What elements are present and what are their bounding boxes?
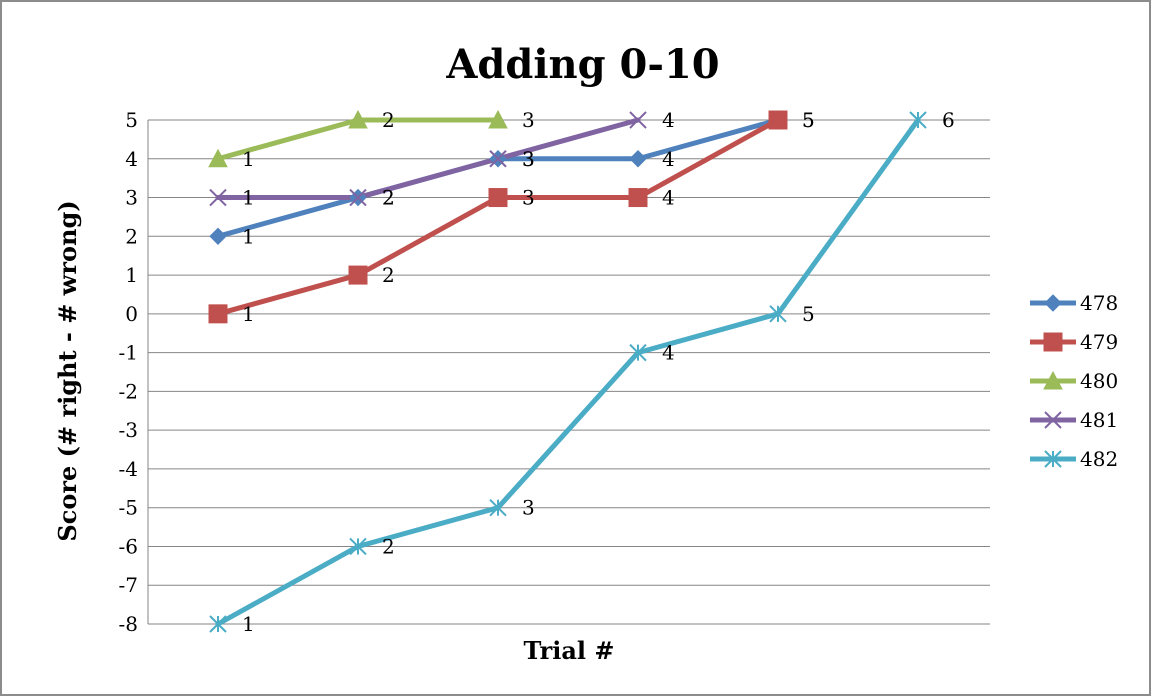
legend: 478 479 480 481 482 <box>1030 291 1118 471</box>
data-point-479 <box>488 188 508 208</box>
y-tick-label: -4 <box>119 457 138 481</box>
data-label-478: 4 <box>662 147 675 171</box>
data-label-482: 6 <box>942 108 955 132</box>
data-label-480: 2 <box>382 108 395 132</box>
y-tick-label: 5 <box>125 108 138 132</box>
data-point-478 <box>629 150 647 168</box>
data-point-481 <box>629 111 647 129</box>
data-point-481 <box>489 150 507 168</box>
data-label-478: 3 <box>522 147 535 171</box>
y-tick-labels: 5 4 3 2 1 0 -1 -2 -3 -4 -5 -6 -7 -8 <box>119 108 138 636</box>
legend-label: 482 <box>1080 447 1118 471</box>
data-point-482 <box>489 498 507 517</box>
series-line-481 <box>215 117 641 201</box>
legend-item-478: 478 <box>1030 291 1118 315</box>
data-point-482 <box>629 343 647 362</box>
legend-label: 479 <box>1080 330 1118 354</box>
data-point-482 <box>909 111 927 129</box>
x-axis-label: Trial # <box>523 636 614 665</box>
y-tick-label: -3 <box>119 418 138 442</box>
data-label-480: 1 <box>242 147 255 171</box>
data-point-478 <box>209 227 227 246</box>
y-tick-label: 3 <box>125 186 138 210</box>
data-label-481: 3 <box>522 147 535 171</box>
series-markers <box>208 109 927 633</box>
y-tick-label: -1 <box>119 341 138 365</box>
series-line-482 <box>215 117 921 627</box>
data-label-482: 3 <box>522 496 535 520</box>
legend-item-481: 481 <box>1030 408 1118 432</box>
legend-item-479: 479 <box>1030 330 1118 354</box>
data-point-480 <box>348 109 368 129</box>
legend-marker <box>1044 450 1062 468</box>
series-lines <box>215 117 921 627</box>
series-line-479 <box>215 117 781 317</box>
data-point-479 <box>348 265 368 285</box>
data-point-482 <box>769 305 787 323</box>
data-label-478: 5 <box>802 108 815 132</box>
y-tick-label: -2 <box>119 379 138 403</box>
data-label-479: 3 <box>522 186 535 210</box>
data-point-481 <box>349 188 367 207</box>
data-label-481: 1 <box>242 186 255 210</box>
gridlines <box>147 119 990 625</box>
data-label-479: 1 <box>242 302 255 326</box>
data-label-479: 4 <box>662 186 675 210</box>
legend-marker <box>1043 370 1063 390</box>
data-label-482: 1 <box>242 612 255 636</box>
y-tick-label: 1 <box>125 263 138 287</box>
data-point-480 <box>208 148 228 168</box>
data-point-479 <box>768 110 788 130</box>
data-label-482: 4 <box>662 341 675 365</box>
chart-title: Adding 0-10 <box>445 41 719 88</box>
data-label-479: 2 <box>382 263 395 287</box>
data-point-482 <box>349 537 367 556</box>
legend-label: 478 <box>1080 291 1118 315</box>
data-point-480 <box>488 109 508 129</box>
data-label-478: 1 <box>242 224 255 248</box>
legend-marker <box>1044 411 1062 429</box>
data-label-481: 2 <box>382 186 395 210</box>
data-point-479 <box>628 188 648 208</box>
data-label-482: 2 <box>382 534 395 558</box>
data-point-481 <box>209 188 227 207</box>
data-point-479 <box>208 304 228 324</box>
data-label-481: 4 <box>662 108 675 132</box>
data-point-482 <box>209 615 227 633</box>
y-tick-label: -5 <box>119 496 138 520</box>
y-axis-label: Score (# right - # wrong) <box>53 200 82 541</box>
legend-label: 480 <box>1080 369 1118 393</box>
legend-marker <box>1043 332 1063 352</box>
data-label-479: 5 <box>802 108 815 132</box>
legend-item-482: 482 <box>1030 447 1118 471</box>
data-label-478: 2 <box>382 186 395 210</box>
data-label-480: 3 <box>522 108 535 132</box>
legend-label: 481 <box>1080 408 1118 432</box>
y-tick-label: -7 <box>119 573 138 597</box>
legend-marker <box>1044 294 1062 312</box>
y-tick-label: -6 <box>119 534 138 558</box>
y-tick-label: 0 <box>125 302 138 326</box>
y-tick-label: -8 <box>119 612 138 636</box>
y-tick-label: 2 <box>125 224 138 248</box>
legend-item-480: 480 <box>1030 369 1118 393</box>
y-tick-label: 4 <box>125 147 138 171</box>
data-label-482: 5 <box>802 302 815 326</box>
